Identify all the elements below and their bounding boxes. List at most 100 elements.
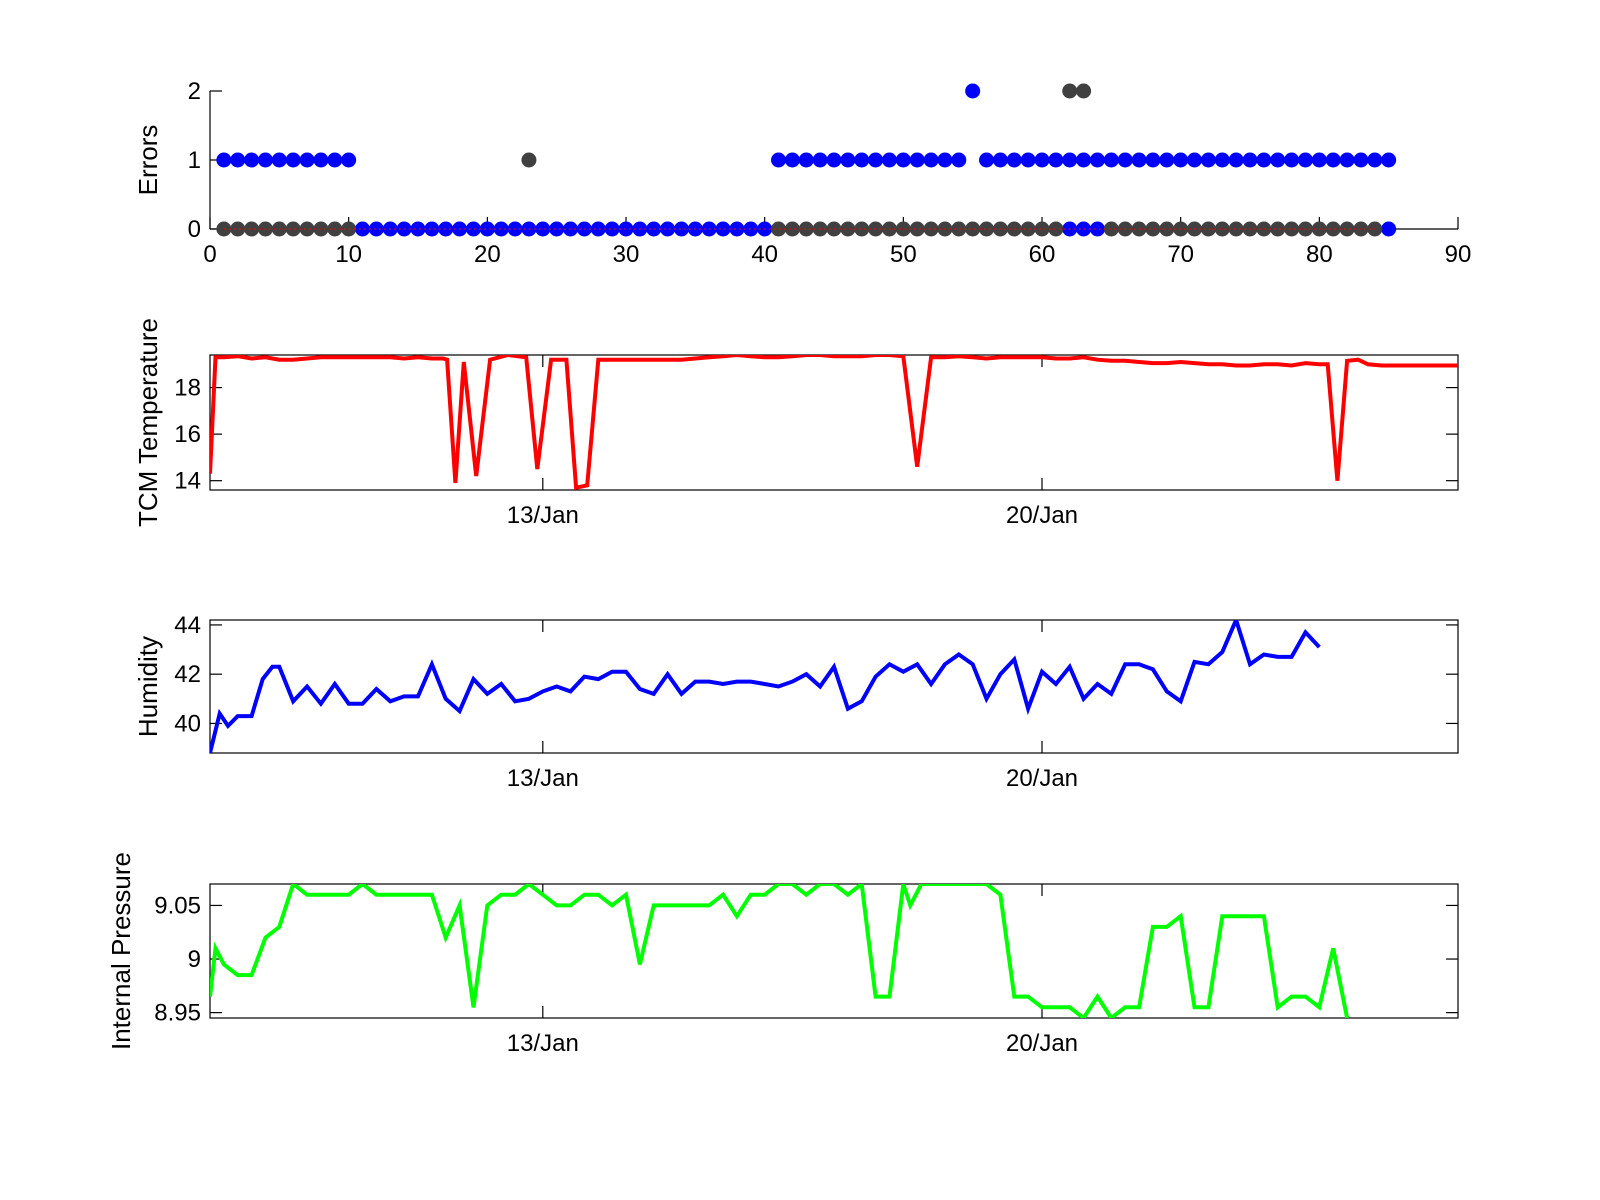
error-point bbox=[1103, 152, 1119, 168]
error-point bbox=[1173, 152, 1189, 168]
error-point bbox=[1006, 152, 1022, 168]
y-tick-label: 18 bbox=[174, 375, 201, 402]
x-tick-label: 13/Jan bbox=[507, 765, 579, 792]
error-point bbox=[1353, 221, 1369, 237]
error-point bbox=[1103, 221, 1119, 237]
x-tick-label: 20/Jan bbox=[1006, 502, 1078, 529]
error-point bbox=[1284, 152, 1300, 168]
error-point bbox=[673, 221, 689, 237]
error-point bbox=[826, 152, 842, 168]
error-point bbox=[1381, 152, 1397, 168]
x-tick-label: 20/Jan bbox=[1006, 1030, 1078, 1057]
error-point bbox=[1381, 221, 1397, 237]
error-point bbox=[1187, 152, 1203, 168]
error-point bbox=[868, 152, 884, 168]
error-point bbox=[1325, 152, 1341, 168]
error-point bbox=[535, 221, 551, 237]
y-tick-label: 44 bbox=[174, 612, 201, 639]
error-point bbox=[1228, 221, 1244, 237]
error-point bbox=[410, 221, 426, 237]
error-point bbox=[923, 152, 939, 168]
error-point bbox=[1159, 152, 1175, 168]
panel-3: 40 42 44 13/Jan 20/Jan Humidity bbox=[133, 612, 1459, 792]
error-point bbox=[285, 152, 301, 168]
x-tick-label: 0 bbox=[203, 241, 216, 268]
error-point bbox=[341, 152, 357, 168]
error-point bbox=[1117, 152, 1133, 168]
x-tick-label: 50 bbox=[890, 241, 917, 268]
error-point bbox=[1020, 152, 1036, 168]
error-point bbox=[230, 221, 246, 237]
error-point bbox=[812, 152, 828, 168]
series-line bbox=[210, 355, 1458, 490]
error-point bbox=[979, 152, 995, 168]
y-tick-label: 9.05 bbox=[154, 892, 201, 919]
axes-box bbox=[209, 354, 1459, 491]
error-point bbox=[355, 221, 371, 237]
error-point bbox=[771, 152, 787, 168]
y-tick-label: 0 bbox=[188, 216, 201, 243]
x-tick-label: 30 bbox=[613, 241, 640, 268]
error-point bbox=[1076, 221, 1092, 237]
y-tick-label: 9 bbox=[188, 946, 201, 973]
error-point bbox=[1131, 152, 1147, 168]
y-tick-label: 14 bbox=[174, 468, 201, 495]
x-tick-label: 70 bbox=[1167, 241, 1194, 268]
x-tick-label: 13/Jan bbox=[507, 502, 579, 529]
error-point bbox=[1159, 221, 1175, 237]
y-tick-label: 42 bbox=[174, 661, 201, 688]
error-point bbox=[854, 221, 870, 237]
y-axis-label: Errors bbox=[133, 125, 163, 196]
error-point bbox=[299, 221, 315, 237]
error-point bbox=[715, 221, 731, 237]
error-point bbox=[854, 152, 870, 168]
error-point bbox=[646, 221, 662, 237]
error-point bbox=[909, 221, 925, 237]
y-axis-label: Internal Pressure bbox=[106, 852, 136, 1050]
error-point bbox=[1020, 221, 1036, 237]
error-point bbox=[784, 152, 800, 168]
series-line bbox=[210, 620, 1321, 753]
y-axis-label: TCM Temperature bbox=[133, 318, 163, 527]
error-point bbox=[1270, 221, 1286, 237]
y-axis-label: Humidity bbox=[133, 636, 163, 737]
x-tick-label: 40 bbox=[751, 241, 778, 268]
error-point bbox=[909, 152, 925, 168]
y-tick-label: 8.95 bbox=[154, 1000, 201, 1027]
error-point bbox=[493, 221, 509, 237]
error-point bbox=[1214, 152, 1230, 168]
error-point bbox=[1145, 152, 1161, 168]
error-point bbox=[1228, 152, 1244, 168]
error-point bbox=[1145, 221, 1161, 237]
series-line bbox=[210, 884, 1350, 1018]
error-point bbox=[1270, 152, 1286, 168]
error-point bbox=[1339, 221, 1355, 237]
error-point bbox=[341, 221, 357, 237]
error-point bbox=[549, 221, 565, 237]
error-point bbox=[590, 221, 606, 237]
error-point bbox=[729, 221, 745, 237]
x-tick-label: 20/Jan bbox=[1006, 765, 1078, 792]
error-point bbox=[521, 152, 537, 168]
error-point bbox=[1089, 152, 1105, 168]
error-point bbox=[965, 221, 981, 237]
error-point bbox=[1297, 152, 1313, 168]
error-point bbox=[1089, 221, 1105, 237]
error-point bbox=[313, 152, 329, 168]
axes-box bbox=[209, 619, 1459, 754]
error-point bbox=[784, 221, 800, 237]
error-point bbox=[479, 221, 495, 237]
error-point bbox=[244, 221, 260, 237]
error-point bbox=[1200, 152, 1216, 168]
error-point bbox=[327, 152, 343, 168]
error-point bbox=[923, 221, 939, 237]
error-point bbox=[618, 221, 634, 237]
error-point bbox=[1048, 152, 1064, 168]
y-tick-label: 40 bbox=[174, 710, 201, 737]
error-point bbox=[840, 152, 856, 168]
error-point bbox=[979, 221, 995, 237]
error-point bbox=[604, 221, 620, 237]
error-point bbox=[465, 221, 481, 237]
